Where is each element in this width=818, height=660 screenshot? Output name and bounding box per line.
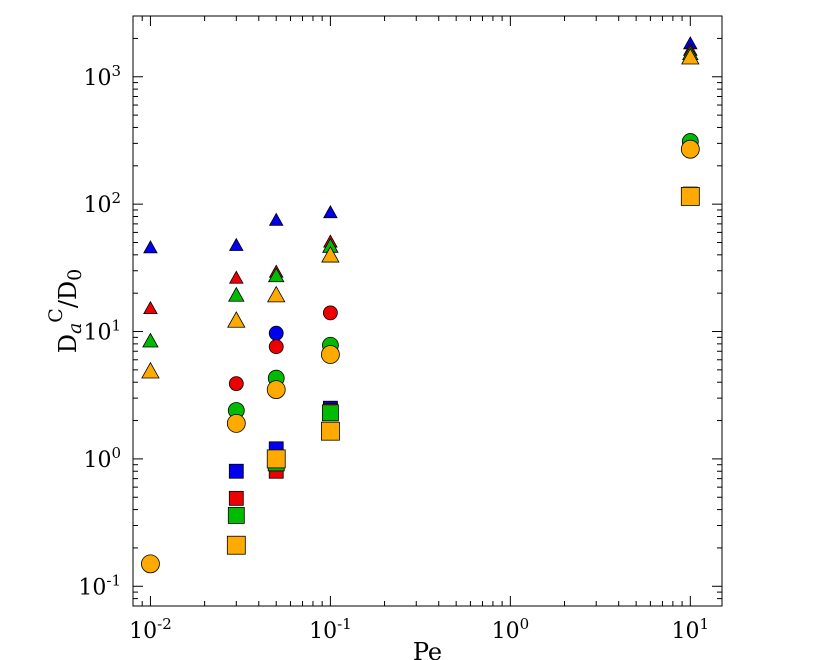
data-point-triangle: [321, 245, 340, 263]
y-tick-exponent: -1: [106, 571, 121, 589]
labels-group: Pe DaC/D0: [45, 269, 442, 660]
y-label-slash: /D: [54, 281, 82, 308]
y-label-sub1: a: [64, 323, 86, 334]
data-point-circle: [680, 139, 700, 159]
data-point-square: [321, 404, 339, 422]
data-point-triangle: [267, 267, 285, 283]
y-tick-label: 100: [83, 444, 121, 473]
data-point-triangle: [323, 204, 338, 219]
data-point-square: [227, 507, 245, 524]
data-point-circle: [322, 305, 338, 321]
data-point-circle: [226, 413, 246, 433]
y-tick-label: 102: [83, 189, 121, 218]
x-tick-exponent: 0: [520, 615, 530, 633]
x-tick-label: 10-2: [129, 615, 172, 644]
data-point-circle: [266, 380, 286, 399]
y-label-sup: C: [45, 308, 67, 323]
data-point-square: [320, 421, 340, 441]
data-point-triangle: [268, 212, 284, 226]
y-tick-exponent: 3: [111, 62, 121, 80]
data-point-circle: [141, 554, 160, 574]
data-point-square: [228, 490, 244, 506]
data-point-triangle: [227, 311, 246, 328]
y-tick-base: 10: [83, 193, 111, 218]
data-point-triangle: [142, 332, 159, 348]
x-axis-label: Pe: [413, 638, 442, 660]
data-point-circle: [320, 345, 340, 364]
data-point-square: [680, 187, 700, 206]
plot-frame-group: [132, 15, 723, 607]
y-tick-exponent: 1: [111, 317, 121, 335]
x-tick-exponent: 1: [700, 615, 710, 633]
x-tick-base: 10: [309, 619, 337, 644]
data-point-square: [228, 463, 244, 479]
y-tick-base: 10: [78, 575, 106, 600]
x-tick-exponent: -1: [337, 615, 352, 633]
data-point-circle: [268, 325, 284, 341]
y-label-sub2: 0: [64, 269, 86, 281]
y-label-base: D: [54, 334, 82, 353]
x-tick-base: 10: [672, 619, 700, 644]
data-point-circle: [268, 339, 284, 355]
x-tick-exponent: -2: [157, 615, 172, 633]
markers-group: [141, 36, 700, 574]
plot-frame: [132, 15, 723, 607]
y-tick-label: 10-1: [78, 571, 121, 600]
x-tick-base: 10: [492, 619, 520, 644]
x-tick-base: 10: [129, 619, 157, 644]
y-tick-base: 10: [83, 448, 111, 473]
x-tick-label: 101: [672, 615, 710, 644]
data-point-square: [226, 535, 246, 555]
data-point-triangle: [228, 237, 244, 251]
x-tick-label: 10-1: [309, 615, 352, 644]
data-point-triangle: [266, 285, 286, 303]
y-tick-label: 103: [83, 62, 121, 91]
data-point-circle: [228, 376, 244, 392]
data-point-triangle: [141, 361, 160, 379]
x-tick-label: 100: [492, 615, 530, 644]
data-point-square: [266, 449, 286, 469]
data-point-triangle: [143, 240, 158, 254]
y-tick-label: 101: [83, 317, 121, 346]
data-point-triangle: [143, 300, 158, 315]
data-point-triangle: [681, 47, 700, 65]
y-tick-exponent: 0: [111, 444, 121, 462]
y-tick-base: 10: [83, 321, 111, 346]
y-tick-base: 10: [83, 66, 111, 91]
y-axis-label: DaC/D0: [45, 269, 86, 354]
y-tick-exponent: 2: [111, 189, 121, 207]
data-point-triangle: [228, 286, 245, 302]
data-point-triangle: [228, 270, 244, 284]
